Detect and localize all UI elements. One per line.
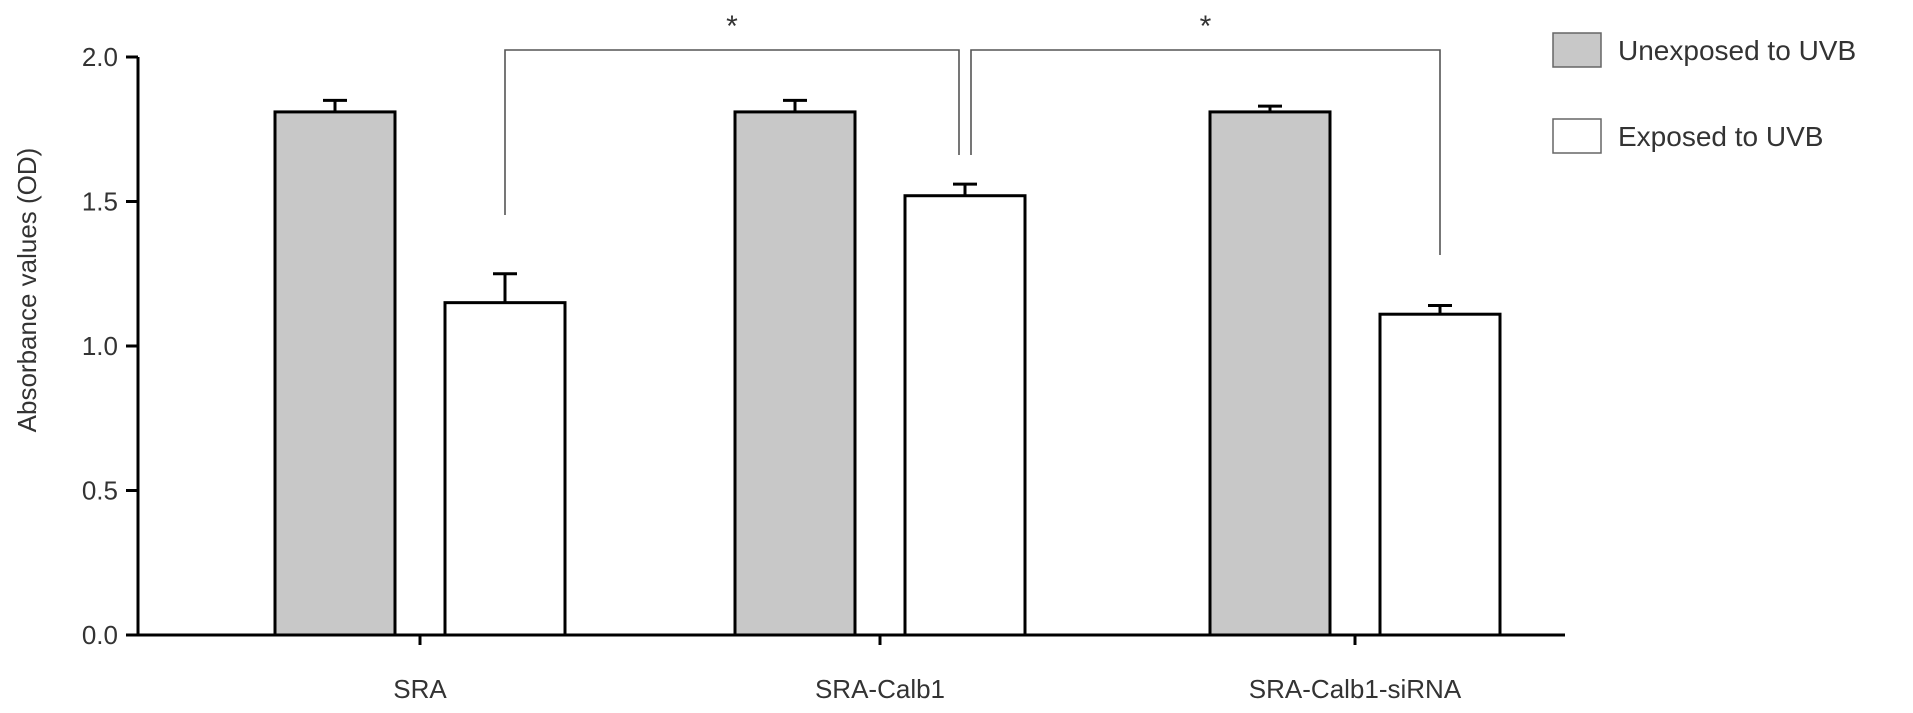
significance-bracket	[504, 49, 960, 215]
significance-bracket	[970, 49, 1441, 255]
y-axis: 0.0 0.5 1.0 1.5 2.0	[82, 42, 140, 650]
bar	[443, 301, 567, 637]
legend-swatch	[1552, 32, 1602, 68]
legend-label: Exposed to UVB	[1618, 121, 1823, 152]
bar	[1378, 312, 1502, 637]
y-tick-label: 2.0	[82, 42, 118, 72]
category-label: SRA	[393, 674, 447, 704]
bar	[1208, 110, 1332, 637]
legend-swatch	[1552, 118, 1602, 154]
legend-label: Unexposed to UVB	[1618, 35, 1856, 66]
y-tick-label: 0.5	[82, 476, 118, 506]
significance-brackets: * *	[504, 10, 1441, 255]
significance-label: *	[1200, 10, 1212, 43]
bar	[273, 110, 397, 637]
significance-label: *	[726, 10, 738, 43]
y-tick-label: 0.0	[82, 620, 118, 650]
category-label: SRA-Calb1-siRNA	[1249, 674, 1462, 704]
legend: Unexposed to UVB Exposed to UVB	[1552, 32, 1856, 154]
bar	[903, 194, 1027, 637]
bars	[273, 98, 1502, 637]
y-axis-title: Absorbance values (OD)	[12, 148, 42, 433]
x-axis: SRA SRA-Calb1 SRA-Calb1-siRNA	[138, 633, 1565, 704]
y-tick-label: 1.0	[82, 331, 118, 361]
category-label: SRA-Calb1	[815, 674, 945, 704]
bar	[733, 110, 857, 637]
y-tick-label: 1.5	[82, 187, 118, 217]
